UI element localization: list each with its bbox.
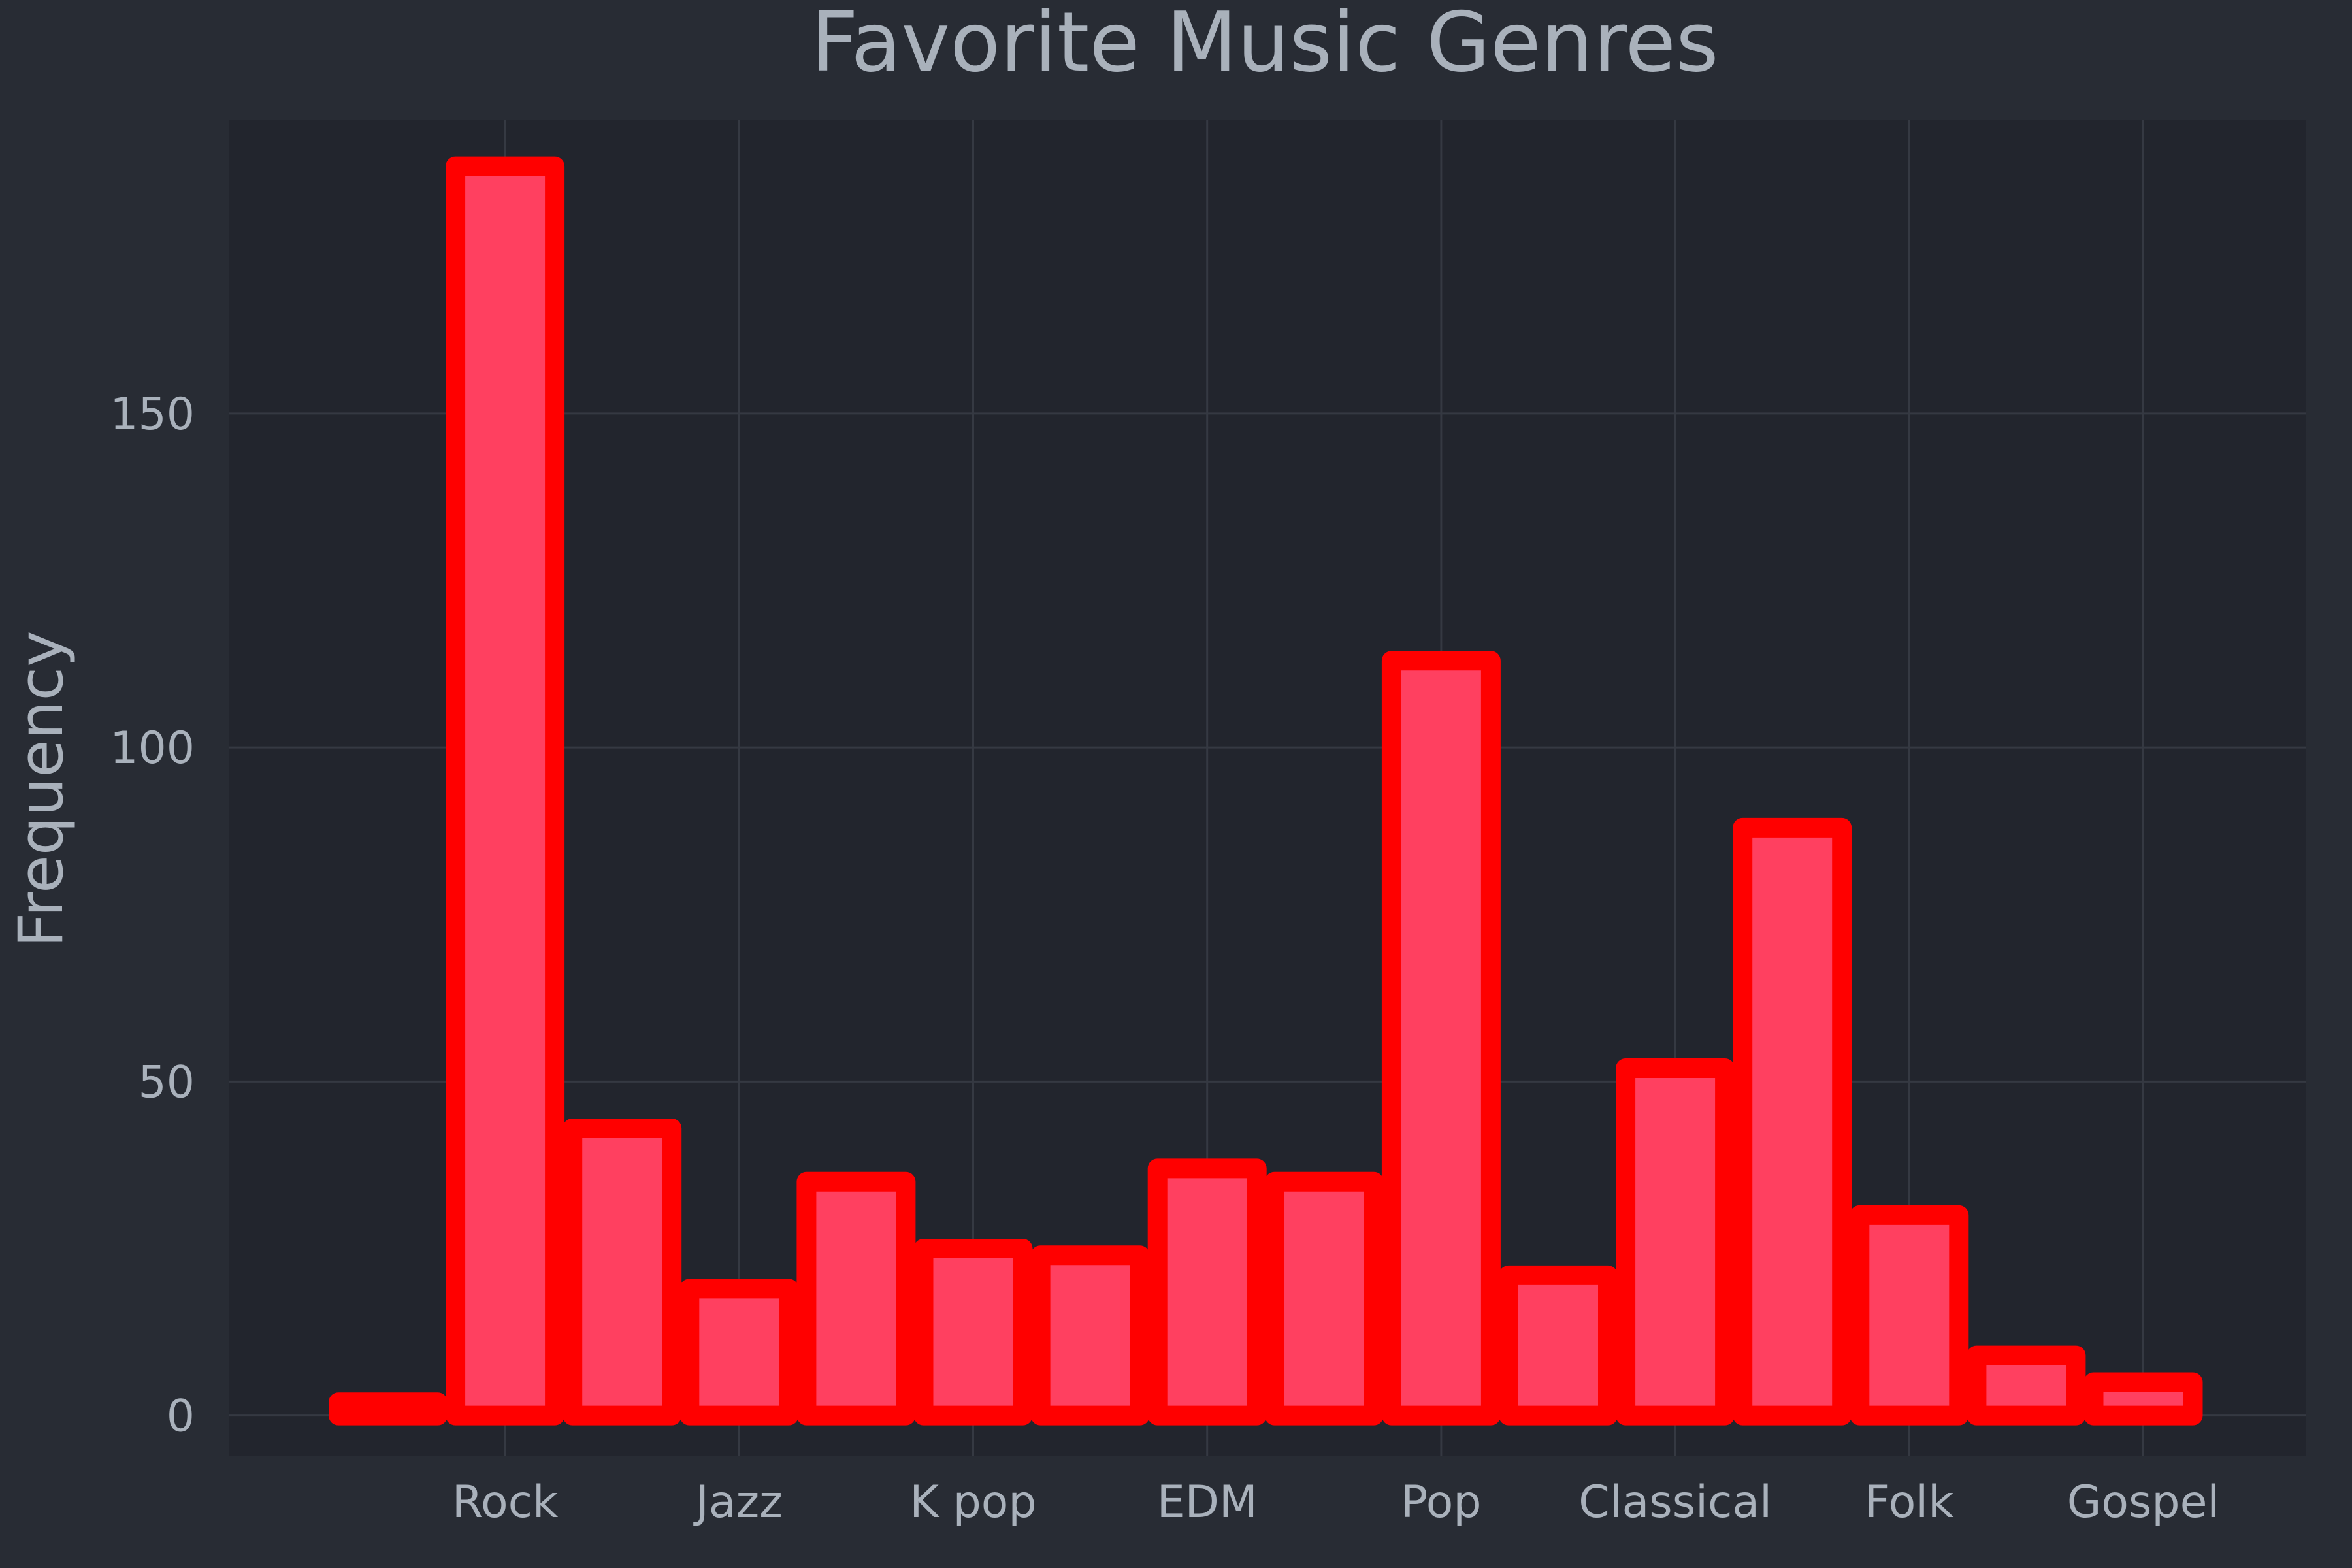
bar-rock bbox=[446, 156, 565, 1426]
bars bbox=[329, 156, 2203, 1426]
y-tick-labels: 0 50 100 150 bbox=[110, 389, 195, 1443]
x-tick-labels: Rock Jazz K pop EDM Pop Classical Folk Gospel bbox=[452, 1477, 2219, 1528]
bar-jazz bbox=[679, 1279, 799, 1426]
bar-2 bbox=[563, 1118, 682, 1426]
bar-gospel bbox=[2083, 1372, 2203, 1426]
bar-k-pop bbox=[913, 1239, 1033, 1426]
bar-12 bbox=[1733, 817, 1852, 1426]
x-tick-label: K pop bbox=[909, 1477, 1036, 1528]
y-tick-label: 50 bbox=[138, 1056, 195, 1108]
x-tick-label: Classical bbox=[1578, 1477, 1772, 1528]
bar-10 bbox=[1499, 1265, 1618, 1426]
x-tick-label: Gospel bbox=[2067, 1477, 2220, 1528]
y-tick-label: 150 bbox=[110, 389, 195, 440]
bar-classical bbox=[1616, 1058, 1735, 1426]
x-tick-label: Pop bbox=[1401, 1477, 1481, 1528]
x-tick-label: EDM bbox=[1157, 1477, 1258, 1528]
bar-4 bbox=[796, 1171, 916, 1426]
bar-0 bbox=[329, 1392, 448, 1426]
bar-8 bbox=[1264, 1171, 1384, 1426]
x-tick-label: Folk bbox=[1865, 1477, 1954, 1528]
bar-14 bbox=[1967, 1345, 2086, 1426]
y-axis-label: Frequency bbox=[6, 630, 77, 948]
chart-title: Favorite Music Genres bbox=[811, 0, 1718, 90]
y-tick-label: 100 bbox=[110, 723, 195, 774]
bar-pop bbox=[1381, 651, 1501, 1426]
bar-edm bbox=[1147, 1158, 1267, 1426]
bar-6 bbox=[1030, 1245, 1150, 1426]
x-tick-label: Jazz bbox=[693, 1477, 783, 1528]
bar-folk bbox=[1850, 1205, 1969, 1426]
x-tick-label: Rock bbox=[452, 1477, 559, 1528]
y-tick-label: 0 bbox=[167, 1391, 195, 1443]
